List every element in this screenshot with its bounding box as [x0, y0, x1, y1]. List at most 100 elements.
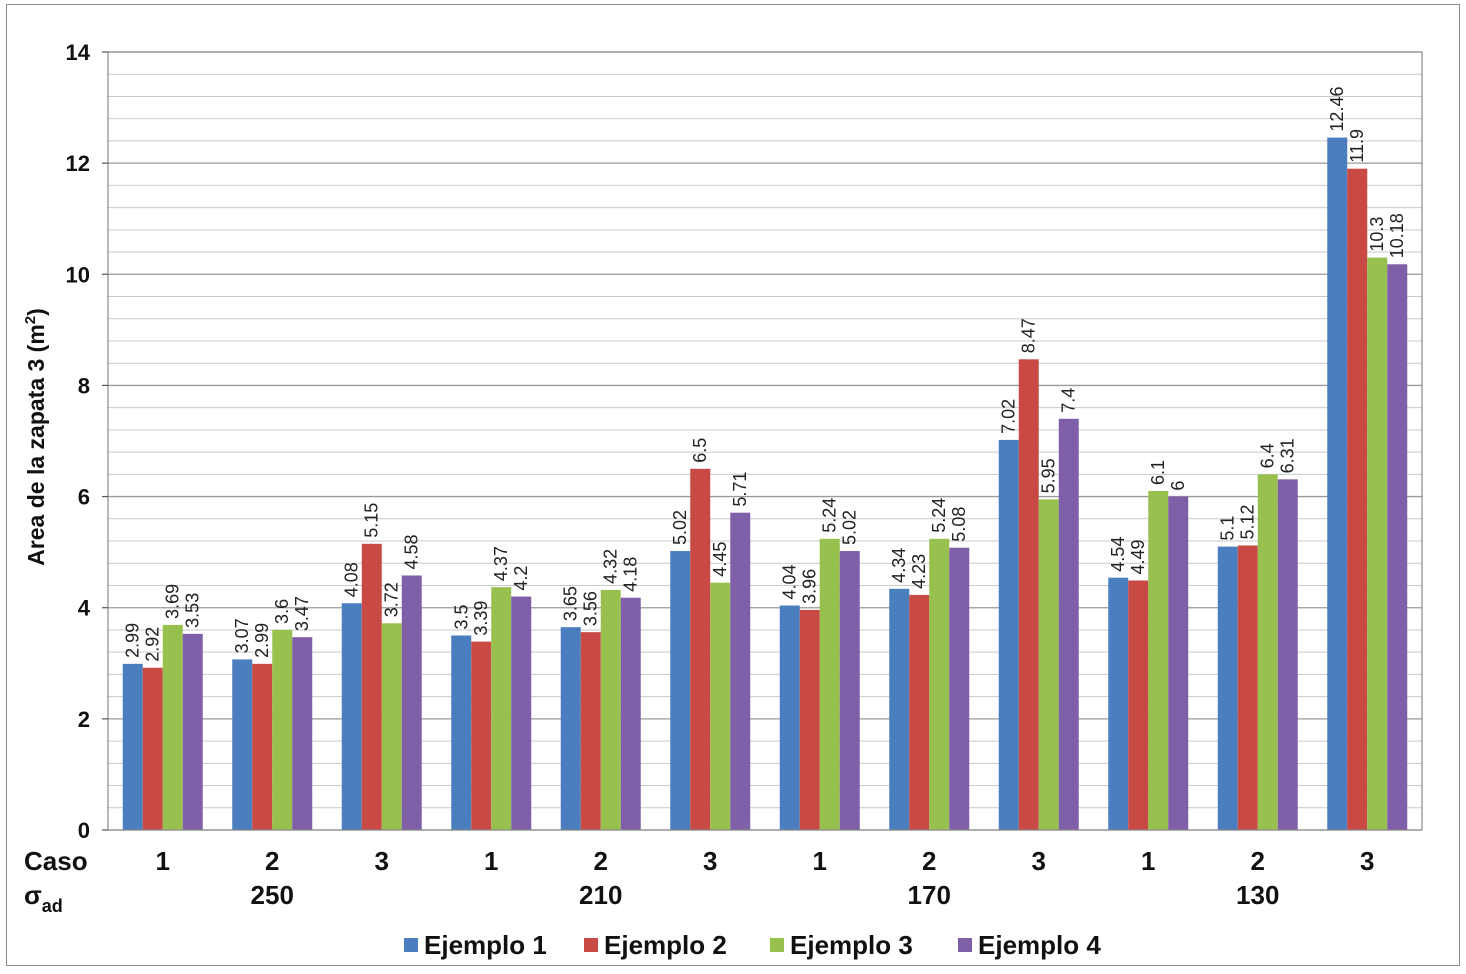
x-category-label: 2	[594, 846, 608, 876]
bar	[1108, 577, 1129, 830]
y-tick-label: 10	[66, 262, 90, 287]
x-group-label: 130	[1236, 880, 1279, 910]
bar	[839, 551, 860, 830]
bar	[232, 659, 253, 830]
data-label: 8.47	[1019, 318, 1039, 353]
legend-label: Ejemplo 3	[790, 930, 913, 960]
data-label: 3.6	[272, 599, 292, 624]
x-category-label: 2	[1251, 846, 1265, 876]
data-label: 3.65	[561, 586, 581, 621]
bar	[182, 633, 203, 830]
data-label: 6.31	[1278, 438, 1298, 473]
x-category-label: 3	[703, 846, 717, 876]
x-group-label: 170	[908, 880, 951, 910]
data-label: 7.4	[1059, 388, 1079, 413]
y-tick-label: 6	[78, 485, 90, 510]
bar	[1217, 546, 1238, 830]
bars	[122, 137, 1408, 831]
data-label: 3.47	[292, 596, 312, 631]
data-label: 3.53	[183, 593, 203, 628]
data-label: 4.18	[621, 557, 641, 592]
x-category-label: 1	[1141, 846, 1155, 876]
legend-swatch	[404, 938, 418, 952]
y-axis-label: Area de la zapata 3 (m2)	[22, 308, 49, 566]
bar	[162, 624, 183, 830]
data-label: 5.08	[949, 507, 969, 542]
data-label: 3.5	[451, 604, 471, 629]
legend-swatch	[584, 938, 598, 952]
data-label: 5.24	[929, 498, 949, 533]
data-label: 4.08	[342, 562, 362, 597]
bar	[560, 627, 581, 830]
data-label: 4.49	[1128, 539, 1148, 574]
bar	[1277, 479, 1298, 830]
data-label: 6.4	[1258, 443, 1278, 468]
plot-area-border	[107, 51, 1423, 831]
x-category-label: 2	[265, 846, 279, 876]
bar	[511, 596, 532, 830]
data-label: 4.54	[1108, 537, 1128, 572]
bar	[580, 632, 601, 830]
bar	[949, 547, 970, 830]
legend-swatch	[958, 938, 972, 952]
data-label: 5.95	[1039, 458, 1059, 493]
bar	[889, 588, 910, 830]
data-label: 12.46	[1327, 87, 1347, 132]
caso-row-label: Caso	[24, 846, 88, 876]
data-label: 3.96	[800, 569, 820, 604]
bar	[819, 538, 840, 830]
x-category-label: 3	[375, 846, 389, 876]
bar	[730, 512, 751, 830]
data-label: 6.5	[690, 438, 710, 463]
data-label: 4.58	[402, 534, 422, 569]
data-label: 3.39	[471, 601, 491, 636]
data-label: 7.02	[999, 399, 1019, 434]
legend-label: Ejemplo 1	[424, 930, 547, 960]
y-tick-label: 0	[78, 818, 90, 843]
data-label: 4.32	[601, 549, 621, 584]
bar	[690, 468, 711, 830]
bar	[1128, 580, 1149, 830]
x-category-label: 1	[813, 846, 827, 876]
x-category-label: 3	[1360, 846, 1374, 876]
data-label: 5.24	[820, 498, 840, 533]
data-label: 4.34	[889, 548, 909, 583]
legend-swatch	[770, 938, 784, 952]
bar	[1038, 499, 1059, 830]
data-label: 4.2	[511, 566, 531, 591]
x-category-labels: 1 2 3 1 2 3 1 2 3 1 2 3	[156, 846, 1375, 876]
data-label: 5.71	[730, 472, 750, 507]
data-label: 5.02	[840, 510, 860, 545]
bar	[670, 551, 691, 830]
data-labels: 2.99 2.923.69 3.533.07 2.993.6 3.474.085.153…	[123, 87, 1408, 662]
data-label: 3.56	[581, 591, 601, 626]
y-tick-label: 8	[78, 373, 90, 398]
data-label: 5.15	[362, 503, 382, 538]
bar	[471, 641, 492, 830]
y-tick-label: 4	[78, 596, 91, 621]
bar	[1148, 491, 1169, 830]
bar	[1018, 359, 1039, 830]
bar	[799, 609, 820, 830]
bar	[491, 587, 512, 830]
bar	[341, 603, 362, 830]
x-category-label: 2	[922, 846, 936, 876]
bar	[451, 635, 472, 830]
data-label: 5.02	[670, 510, 690, 545]
data-label: 4.37	[491, 546, 511, 581]
bar	[1387, 264, 1408, 831]
y-tick-label: 14	[66, 40, 91, 65]
bar	[710, 582, 731, 830]
x-category-label: 1	[484, 846, 498, 876]
x-group-labels: 250 210 170 130	[251, 880, 1280, 910]
bar	[1257, 474, 1278, 830]
data-label: 10.3	[1367, 217, 1387, 252]
bar	[401, 575, 422, 830]
bar	[779, 605, 800, 830]
data-label: 6.1	[1148, 460, 1168, 485]
data-label: 3.69	[163, 584, 183, 619]
data-label: 2.99	[252, 623, 272, 658]
bar	[272, 629, 293, 830]
bar	[1237, 545, 1258, 830]
